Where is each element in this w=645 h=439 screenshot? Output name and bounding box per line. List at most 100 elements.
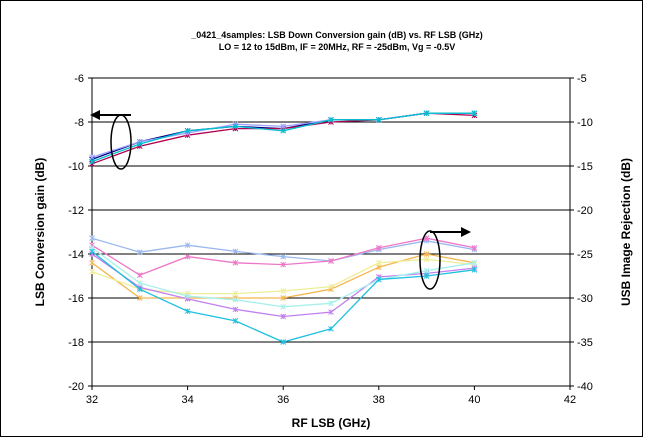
y-left-tick-label: -14 [68, 249, 84, 261]
gain-series-3-marker [280, 123, 287, 130]
y-right-tick-label: -35 [577, 337, 593, 349]
gain-series-4-marker [89, 158, 95, 165]
y-left-tick-label: -12 [68, 205, 84, 217]
rejection-series-4-marker [89, 268, 95, 275]
rejection-series-6 [89, 244, 478, 310]
gridlines [92, 121, 570, 343]
rejection-series-2-marker [280, 261, 287, 268]
axis-ticks: -6 -8 -10 -12 -14 -16 -18 -20 -5 -10 -15 -20 -25 -30 -… [68, 73, 593, 406]
rejection-series-1-marker [232, 248, 239, 255]
gain-series-2 [89, 110, 478, 167]
x-tick-label: 34 [181, 394, 193, 406]
rejection-series-2-marker [184, 253, 191, 260]
x-tick-label: 38 [373, 394, 385, 406]
rejection-series-3-marker [375, 264, 382, 271]
rejection-series-2-marker [375, 244, 382, 251]
rejection-series-4-marker [280, 288, 287, 294]
x-tick-label: 42 [564, 394, 576, 406]
rejection-series-7-marker [232, 318, 239, 324]
rejection-series-6-marker [280, 303, 287, 310]
gain-series-4-marker [280, 127, 287, 134]
rejection-series-7-marker [375, 276, 382, 283]
rejection-series-4-marker [423, 256, 430, 263]
rejection-series-6-marker [328, 300, 334, 307]
rejection-series-4-marker [232, 290, 239, 297]
y-right-tick-label: -30 [577, 293, 593, 305]
x-axis-label: RF LSB (GHz) [292, 416, 371, 430]
y-axis-right-label: USB Image Rejection (dB) [619, 158, 633, 306]
y-axis-left-label: LSB Conversion gain (dB) [33, 158, 47, 307]
rejection-series-3-marker [136, 295, 143, 301]
rejection-series-2 [89, 235, 478, 278]
rejection-series-1-marker [280, 253, 287, 260]
y-left-tick-label: -16 [68, 293, 84, 305]
y-right-tick-label: -15 [577, 161, 593, 173]
rejection-series-1-marker [136, 249, 143, 256]
rejection-series-6-marker [184, 293, 191, 300]
rejection-series-6-marker [232, 296, 239, 303]
rejection-series-6-marker [136, 280, 143, 286]
gain-series-3-marker [89, 154, 95, 161]
right-series-ellipse [419, 230, 441, 290]
rejection-series-5-marker [328, 309, 334, 315]
gain-series-4-marker [471, 110, 478, 117]
y-right-tick-label: -10 [577, 117, 593, 129]
gain-series-4-marker [232, 123, 239, 130]
left-axis-arrow [90, 110, 131, 120]
rejection-series-6-marker [423, 267, 430, 274]
rejection-series-2-marker [471, 244, 478, 251]
gain-series-4-marker [375, 116, 382, 123]
gain-series-3 [89, 110, 478, 161]
rejection-series-7-marker [89, 248, 95, 255]
y-left-tick-label: -20 [68, 381, 84, 393]
gain-series-4-line [91, 112, 475, 163]
y-right-tick-label: -20 [577, 205, 593, 217]
y-left-tick-label: -18 [68, 337, 84, 349]
gain-series-4-marker [328, 116, 334, 123]
rejection-series-2-marker [136, 272, 143, 278]
y-right-tick-label: -25 [577, 249, 593, 261]
plot-area [91, 77, 571, 387]
gain-series-4 [89, 110, 478, 165]
rejection-series-7-marker [280, 339, 287, 345]
gain-series-2-line [91, 112, 475, 165]
chart-title: _0421_4samples: LSB Down Conversion gain… [190, 30, 483, 40]
rejection-series-3-marker [423, 251, 430, 257]
rejection-series-5-marker [232, 306, 239, 313]
y-left-tick-label: -10 [68, 161, 84, 173]
rejection-series-7-marker [184, 308, 191, 315]
rejection-series-3-marker [89, 259, 95, 266]
gain-series-1-line [91, 112, 475, 161]
left-series-ellipse [110, 114, 132, 170]
rejection-series-7-marker [328, 325, 334, 332]
y-right-tick-label: -5 [577, 73, 587, 85]
data-series [89, 110, 478, 345]
rejection-series-7-marker [136, 286, 143, 293]
rejection-series-2-marker [328, 258, 334, 264]
rejection-series-5-marker [280, 313, 287, 320]
rejection-series-6-marker [471, 259, 478, 266]
rejection-series-3-marker [280, 295, 287, 301]
x-tick-label: 40 [468, 394, 480, 406]
y-left-tick-label: -8 [74, 117, 84, 129]
gain-series-4-marker [423, 110, 430, 117]
rejection-series-7-marker [423, 273, 430, 279]
rejection-series-4-marker [328, 283, 334, 290]
x-tick-label: 36 [277, 394, 289, 406]
x-tick-label: 32 [86, 394, 98, 406]
rejection-series-1-marker [89, 235, 95, 242]
y-right-tick-label: -40 [577, 381, 593, 393]
chart-subtitle: LO = 12 to 15dBm, IF = 20MHz, RF = -25dB… [219, 42, 456, 52]
gain-series-4-marker [184, 127, 191, 134]
gain-series-4-marker [136, 141, 143, 147]
rejection-series-4-marker [375, 259, 382, 266]
gain-series-1 [89, 110, 478, 163]
gain-series-3-line [91, 112, 475, 158]
rejection-series-7-marker [471, 266, 478, 273]
y-left-tick-label: -6 [74, 73, 84, 85]
rejection-series-2-marker [232, 259, 239, 266]
right-axis-arrow [430, 227, 471, 237]
rejection-series-1-marker [184, 242, 191, 249]
